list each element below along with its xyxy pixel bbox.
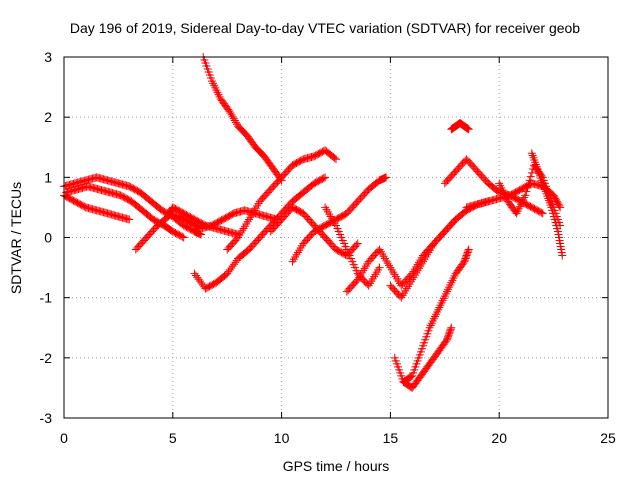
x-tick-label: 0: [60, 430, 68, 446]
x-tick-label: 15: [383, 430, 399, 446]
series-arc-16: [447, 119, 473, 134]
series-arc-6: [199, 53, 286, 185]
data-point: [522, 187, 531, 196]
series-arc-14: [390, 245, 473, 386]
data-point: [125, 215, 134, 224]
series-arc-20: [527, 149, 567, 260]
data-point: [521, 191, 530, 200]
data-point: [537, 208, 546, 217]
data-point: [464, 245, 473, 254]
x-tick-label: 5: [169, 430, 177, 446]
data-point: [321, 173, 330, 182]
y-tick-label: 3: [44, 49, 52, 65]
series-arc-8: [223, 146, 340, 254]
data-point: [375, 263, 384, 272]
data-points: [60, 53, 567, 392]
data-point: [558, 251, 567, 260]
y-tick-label: 0: [44, 230, 52, 246]
y-axis-label: SDTVAR / TECUs: [8, 182, 24, 294]
data-point: [332, 155, 340, 164]
y-tick-label: -1: [40, 290, 53, 306]
x-tick-label: 10: [274, 430, 290, 446]
series-arc-7: [190, 173, 330, 293]
x-tick-label: 25: [600, 430, 616, 446]
data-point: [352, 241, 361, 250]
y-tick-label: -3: [40, 410, 53, 426]
data-point: [330, 154, 339, 163]
data-point: [446, 325, 455, 334]
tick-labels: 0 5 10 15 20 25 -3 -2 -1 0 1 2 3: [40, 49, 616, 446]
x-axis-label: GPS time / hours: [283, 458, 390, 474]
data-point: [538, 209, 547, 218]
data-point: [179, 233, 188, 242]
series-arc-2: [60, 173, 206, 239]
series-arc-1: [60, 191, 134, 224]
data-point: [525, 176, 534, 185]
y-tick-label: -2: [40, 350, 53, 366]
data-point: [524, 180, 533, 189]
data-point: [382, 173, 391, 182]
data-point: [527, 168, 536, 177]
grid: [64, 57, 608, 418]
data-point: [319, 174, 328, 183]
data-point: [464, 125, 473, 134]
x-tick-label: 20: [491, 430, 507, 446]
data-point: [464, 247, 473, 256]
y-tick-label: 2: [44, 109, 52, 125]
series-arc-15: [399, 323, 456, 392]
data-point: [526, 172, 535, 181]
y-tick-label: 1: [44, 169, 52, 185]
data-point: [178, 232, 187, 241]
plot-frame: [63, 56, 609, 419]
data-point: [555, 201, 564, 210]
data-point: [353, 239, 362, 248]
series-arc-12: [342, 215, 460, 296]
data-point: [523, 183, 532, 192]
data-point: [447, 323, 456, 332]
chart-title: Day 196 of 2019, Sidereal Day-to-day VTE…: [70, 20, 580, 36]
